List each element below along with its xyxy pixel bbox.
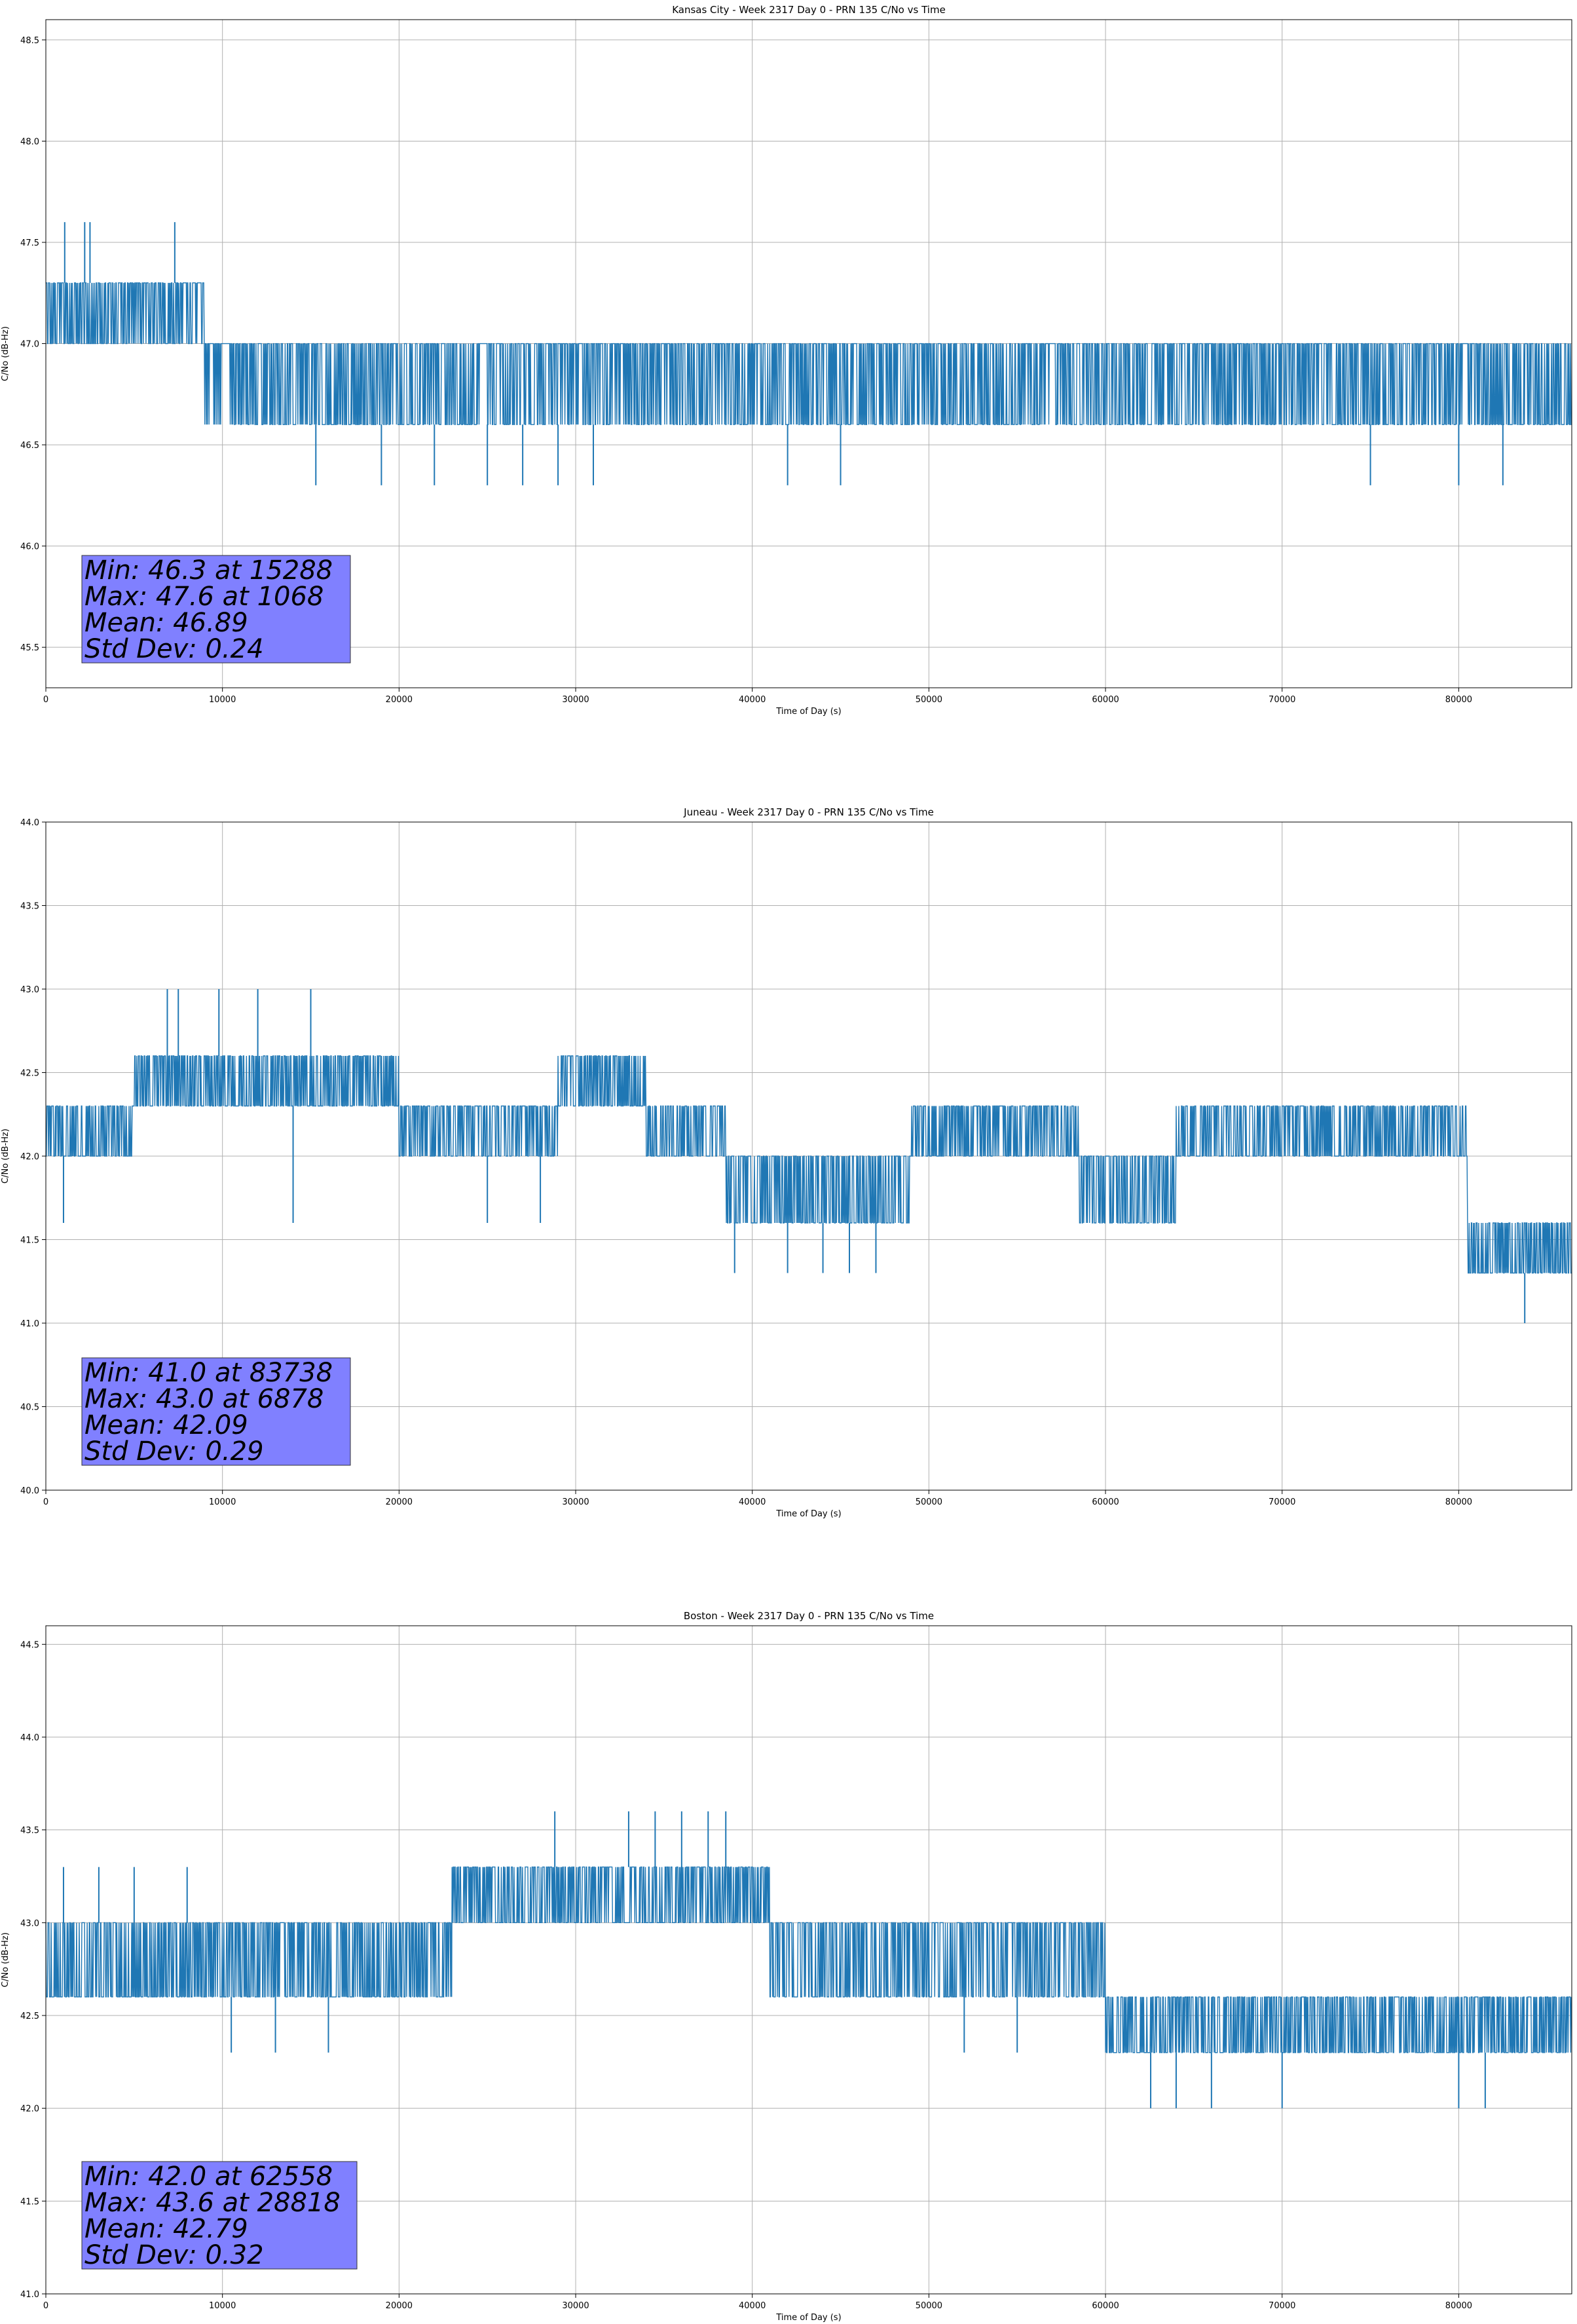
- x-tick-label: 40000: [739, 1497, 766, 1507]
- x-tick-label: 40000: [739, 695, 766, 705]
- x-tick-label: 0: [43, 695, 48, 705]
- y-tick-label: 43.5: [20, 902, 39, 912]
- data-series: [45, 1811, 1572, 2108]
- y-tick-label: 42.0: [20, 2105, 39, 2114]
- stats-mean: Mean: 42.09: [84, 1410, 248, 1440]
- x-tick-label: 60000: [1092, 2301, 1119, 2311]
- y-tick-label: 42.0: [20, 1152, 39, 1162]
- x-tick-label: 50000: [916, 695, 942, 705]
- data-series: [46, 989, 1572, 1323]
- stats-mean: Mean: 42.79: [84, 2214, 248, 2244]
- y-tick-label: 45.5: [20, 643, 39, 653]
- y-ticks: 41.0 41.5 42.0 42.5 43.0 43.5 44.0 44.5: [20, 1640, 46, 2300]
- cno-series-line: [46, 1055, 1572, 1274]
- x-tick-label: 30000: [562, 1497, 589, 1507]
- plot-frame: [45, 1625, 1572, 2295]
- y-tick-label: 46.0: [20, 542, 39, 552]
- x-tick-label: 80000: [1445, 2301, 1472, 2311]
- stats-box-bg: [81, 2161, 358, 2270]
- y-ticks: 45.5 46.0 46.5 47.0 47.5 48.0 48.5: [20, 36, 46, 653]
- x-axis-label: Time of Day (s): [775, 2313, 841, 2323]
- y-tick-label: 41.0: [20, 2290, 39, 2300]
- plot-frame: [45, 19, 1572, 688]
- y-tick-label: 44.0: [20, 1733, 39, 1743]
- y-tick-label: 43.0: [20, 1919, 39, 1928]
- stats-box: Min: 41.0 at 83738 Max: 43.0 at 6878 Mea…: [81, 1357, 351, 1467]
- x-tick-label: 30000: [562, 2301, 589, 2311]
- x-tick-label: 20000: [386, 2301, 413, 2311]
- data-series: [46, 222, 1572, 485]
- y-tick-label: 40.0: [20, 1486, 39, 1496]
- y-tick-label: 47.0: [20, 340, 39, 350]
- x-tick-label: 10000: [209, 695, 236, 705]
- x-tick-label: 60000: [1092, 1497, 1119, 1507]
- cno-series-line: [46, 282, 1572, 425]
- x-tick-label: 70000: [1269, 2301, 1295, 2311]
- stats-max: Max: 43.6 at 28818: [84, 2188, 341, 2218]
- y-tick-label: 43.0: [20, 985, 39, 995]
- x-tick-label: 50000: [916, 1497, 942, 1507]
- y-tick-label: 40.5: [20, 1403, 39, 1413]
- x-tick-label: 70000: [1269, 695, 1295, 705]
- stats-box-bg: [81, 1357, 351, 1466]
- y-axis-label: C/No (dB-Hz): [1, 1129, 10, 1184]
- stats-min: Min: 41.0 at 83738: [84, 1358, 333, 1388]
- y-axis-label: C/No (dB-Hz): [1, 1932, 10, 1987]
- chart-title: Boston - Week 2317 Day 0 - PRN 135 C/No …: [684, 1610, 934, 1622]
- y-tick-label: 41.5: [20, 2197, 39, 2207]
- stats-min: Min: 46.3 at 15288: [84, 555, 333, 586]
- stats-max: Max: 47.6 at 1068: [84, 582, 324, 612]
- stats-box-bg: [81, 555, 351, 664]
- y-axis-label: C/No (dB-Hz): [1, 326, 10, 381]
- x-tick-label: 20000: [386, 695, 413, 705]
- stats-max: Max: 43.0 at 6878: [84, 1384, 324, 1414]
- x-tick-label: 10000: [209, 1497, 236, 1507]
- y-tick-label: 48.0: [20, 137, 39, 147]
- chart-panel-boston: 0 10000 20000 30000 40000 50000 60000 70000 8000…: [1, 1610, 1572, 2323]
- x-axis-label: Time of Day (s): [775, 1509, 841, 1519]
- y-tick-label: 44.0: [20, 818, 39, 828]
- stats-min: Min: 42.0 at 62558: [84, 2162, 333, 2192]
- y-ticks: 40.0 40.5 41.0 41.5 42.0 42.5 43.0 43.5 44.0: [20, 818, 46, 1496]
- y-tick-label: 42.5: [20, 2012, 39, 2021]
- x-ticks: 0 10000 20000 30000 40000 50000 60000 70000 8000…: [43, 2294, 1472, 2311]
- chart-title: Juneau - Week 2317 Day 0 - PRN 135 C/No …: [683, 806, 934, 818]
- x-tick-label: 30000: [562, 695, 589, 705]
- x-ticks: 0 10000 20000 30000 40000 50000 60000 70000 8000…: [43, 688, 1472, 705]
- stats-std-dev: Std Dev: 0.32: [84, 2240, 264, 2270]
- x-tick-label: 40000: [739, 2301, 766, 2311]
- x-tick-label: 20000: [386, 1497, 413, 1507]
- stats-std-dev: Std Dev: 0.24: [84, 634, 264, 664]
- y-tick-label: 41.0: [20, 1319, 39, 1329]
- stats-mean: Mean: 46.89: [84, 608, 248, 638]
- x-ticks: 0 10000 20000 30000 40000 50000 60000 70000 8000…: [43, 1490, 1472, 1507]
- stats-box: Min: 46.3 at 15288 Max: 47.6 at 1068 Mea…: [81, 555, 351, 664]
- y-tick-label: 48.5: [20, 36, 39, 46]
- y-tick-label: 47.5: [20, 238, 39, 248]
- x-axis-label: Time of Day (s): [775, 707, 841, 717]
- chart-panel-kansas-city: 0 10000 20000 30000 40000 50000 60000 70000 8000…: [1, 4, 1572, 717]
- stats-std-dev: Std Dev: 0.29: [84, 1436, 264, 1467]
- y-tick-label: 44.5: [20, 1640, 39, 1650]
- x-tick-label: 0: [43, 1497, 48, 1507]
- x-tick-label: 50000: [916, 2301, 942, 2311]
- x-tick-label: 80000: [1445, 695, 1472, 705]
- cno-series-line: [45, 1866, 1572, 2053]
- y-tick-label: 43.5: [20, 1826, 39, 1836]
- stats-box: Min: 42.0 at 62558 Max: 43.6 at 28818 Me…: [81, 2161, 358, 2270]
- chart-title: Kansas City - Week 2317 Day 0 - PRN 135 …: [672, 4, 946, 16]
- x-tick-label: 60000: [1092, 695, 1119, 705]
- chart-panel-juneau: 0 10000 20000 30000 40000 50000 60000 70000 8000…: [1, 806, 1572, 1519]
- x-tick-label: 80000: [1445, 1497, 1472, 1507]
- y-tick-label: 42.5: [20, 1069, 39, 1079]
- y-tick-label: 41.5: [20, 1236, 39, 1246]
- x-tick-label: 0: [43, 2301, 48, 2311]
- x-tick-label: 10000: [209, 2301, 236, 2311]
- y-tick-label: 46.5: [20, 441, 39, 451]
- x-tick-label: 70000: [1269, 1497, 1295, 1507]
